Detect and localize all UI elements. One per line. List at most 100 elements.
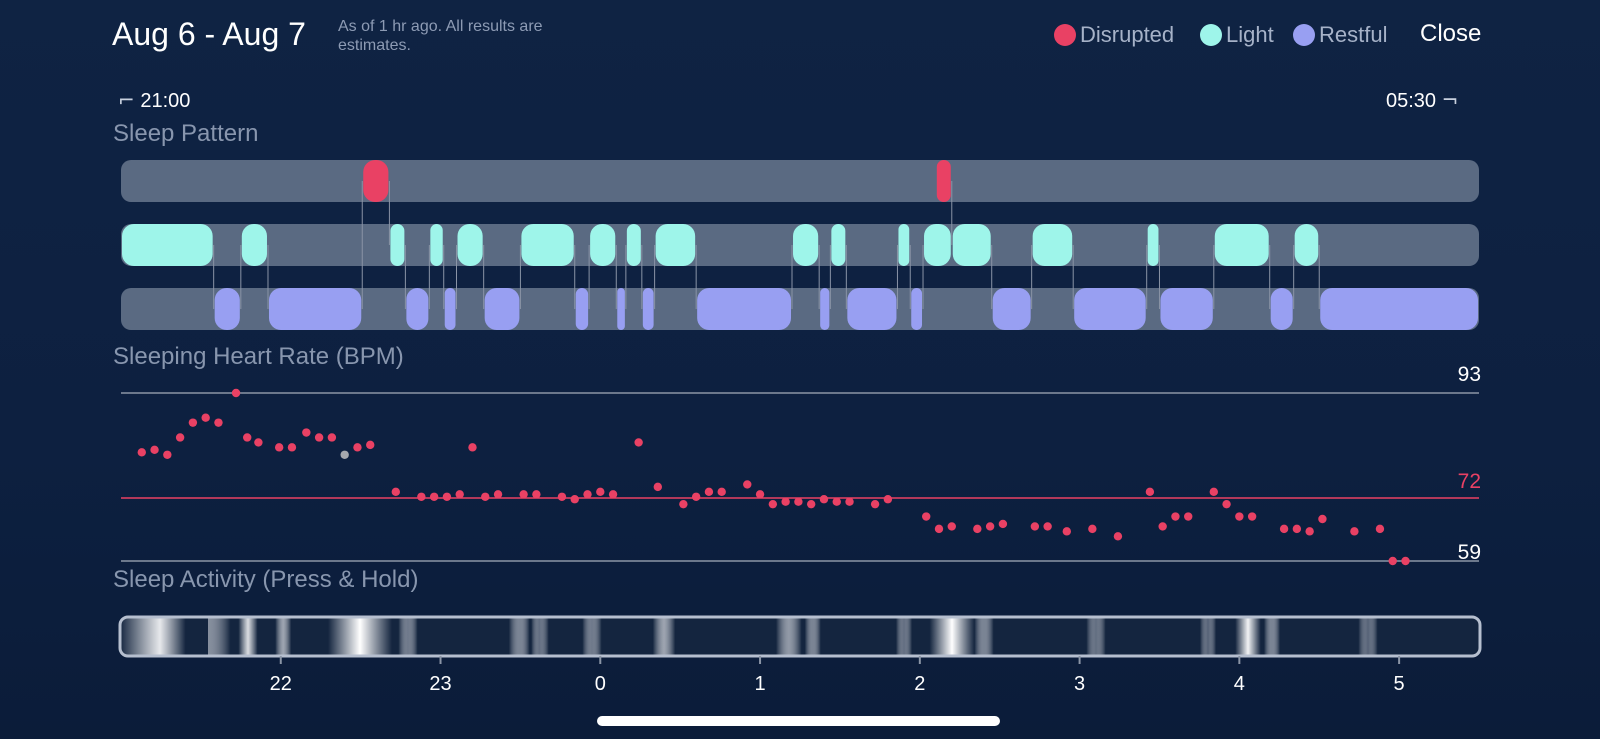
light-segment — [1147, 224, 1159, 266]
heart-rate-points — [137, 388, 1410, 566]
restful-segment — [911, 288, 923, 330]
time-range-start: ⌐ 21:00 — [118, 88, 190, 113]
heart-rate-point — [429, 492, 439, 501]
heart-rate-point — [845, 497, 854, 506]
heart-rate-point — [287, 443, 297, 452]
heart-rate-point — [1235, 512, 1244, 521]
home-indicator[interactable] — [597, 716, 1000, 726]
legend-restful: Restful — [1293, 22, 1387, 48]
heart-rate-point — [327, 433, 337, 442]
sleep-activity-bar[interactable] — [118, 615, 1482, 658]
heart-rate-point — [985, 522, 995, 531]
restful-segment — [992, 288, 1031, 330]
legend-restful-label: Restful — [1319, 22, 1388, 47]
restful-segment — [1074, 288, 1146, 330]
heart-rate-point — [583, 490, 592, 499]
restful-segment — [214, 288, 240, 330]
restful-segment — [847, 288, 897, 330]
restful-segment — [484, 288, 520, 330]
time-axis: 22 23 0 1 2 3 4 5 — [270, 656, 1405, 695]
heart-rate-point — [570, 495, 579, 504]
close-button[interactable]: Close — [1420, 20, 1482, 47]
light-segment — [390, 224, 405, 266]
heart-rate-point — [806, 499, 816, 509]
disrupted-track — [121, 160, 1479, 202]
light-segment — [626, 224, 641, 266]
heart-rate-point — [1184, 512, 1193, 521]
heart-rate-point — [254, 438, 263, 447]
heart-rate-point — [679, 499, 688, 509]
heart-rate-point — [1209, 487, 1218, 497]
heart-rate-point — [1088, 524, 1097, 534]
heart-rate-title: Sleeping Heart Rate (BPM) — [113, 343, 404, 370]
heart-rate-point — [1375, 524, 1385, 534]
heart-rate-point — [137, 448, 146, 457]
heart-rate-point — [493, 490, 503, 499]
heart-rate-point — [608, 490, 618, 499]
light-segment — [793, 224, 819, 266]
heart-rate-point — [468, 443, 477, 452]
heart-rate-point — [691, 492, 701, 501]
heart-rate-point — [870, 499, 880, 509]
heart-rate-point — [314, 433, 324, 442]
light-dot-icon — [1200, 24, 1222, 46]
sleep-activity-title: Sleep Activity (Press & Hold) — [113, 566, 419, 593]
disrupted-segment — [936, 160, 951, 202]
light-segment — [898, 224, 910, 266]
heart-rate-point — [743, 480, 752, 489]
restful-segment — [1270, 288, 1293, 330]
heart-rate-point — [653, 482, 663, 492]
heart-rate-point — [1222, 499, 1231, 509]
hr-max-label: 93 — [1458, 363, 1481, 386]
heart-rate-point — [1318, 514, 1327, 524]
light-segment — [1032, 224, 1073, 266]
disrupted-dot-icon — [1054, 24, 1076, 46]
light-segment — [590, 224, 616, 266]
restful-segment — [617, 288, 625, 330]
heart-rate-point — [163, 450, 172, 459]
page-title: Aug 6 - Aug 7 — [112, 16, 306, 52]
x-tick-label: 4 — [1234, 673, 1245, 695]
light-segment — [1214, 224, 1269, 266]
light-segment — [521, 224, 574, 266]
heart-rate-point — [1043, 522, 1052, 531]
heart-rate-point — [302, 428, 311, 437]
heart-rate-point — [1388, 556, 1397, 566]
restful-segment — [1160, 288, 1213, 330]
heart-rate-point — [417, 492, 426, 501]
heart-rate-point — [455, 490, 464, 499]
heart-rate-point — [1247, 512, 1257, 521]
heart-rate-point — [1401, 556, 1410, 566]
legend-disrupted-label: Disrupted — [1080, 22, 1175, 47]
heart-rate-point — [1145, 487, 1155, 497]
heart-rate-point — [973, 524, 982, 534]
light-segments — [122, 224, 1319, 266]
heart-rate-point — [634, 438, 643, 447]
heart-rate-point — [442, 492, 452, 501]
heart-rate-point — [340, 450, 349, 459]
heart-rate-point — [481, 492, 490, 501]
heart-rate-point — [922, 512, 931, 521]
heart-rate-point — [243, 433, 252, 442]
light-segment — [924, 224, 951, 266]
legend-light: Light — [1200, 22, 1274, 48]
hr-avg-label: 72 — [1458, 470, 1481, 493]
heart-rate-point — [704, 487, 714, 497]
restful-segment — [642, 288, 654, 330]
light-segment — [457, 224, 483, 266]
bracket-left-icon: ⌐ — [118, 88, 135, 112]
heart-rate-point — [755, 490, 765, 499]
heart-rate-point — [1113, 532, 1123, 541]
heart-rate-point — [934, 524, 944, 534]
estimate-note: As of 1 hr ago. All results are estimate… — [338, 18, 543, 54]
heart-rate-point — [596, 487, 605, 497]
heart-rate-point — [1030, 522, 1040, 531]
light-segment — [831, 224, 846, 266]
restful-segment — [268, 288, 362, 330]
light-segment — [952, 224, 991, 266]
heart-rate-point — [1279, 524, 1289, 534]
restful-segment — [820, 288, 830, 330]
heart-rate-point — [947, 522, 956, 531]
restful-segment — [406, 288, 429, 330]
